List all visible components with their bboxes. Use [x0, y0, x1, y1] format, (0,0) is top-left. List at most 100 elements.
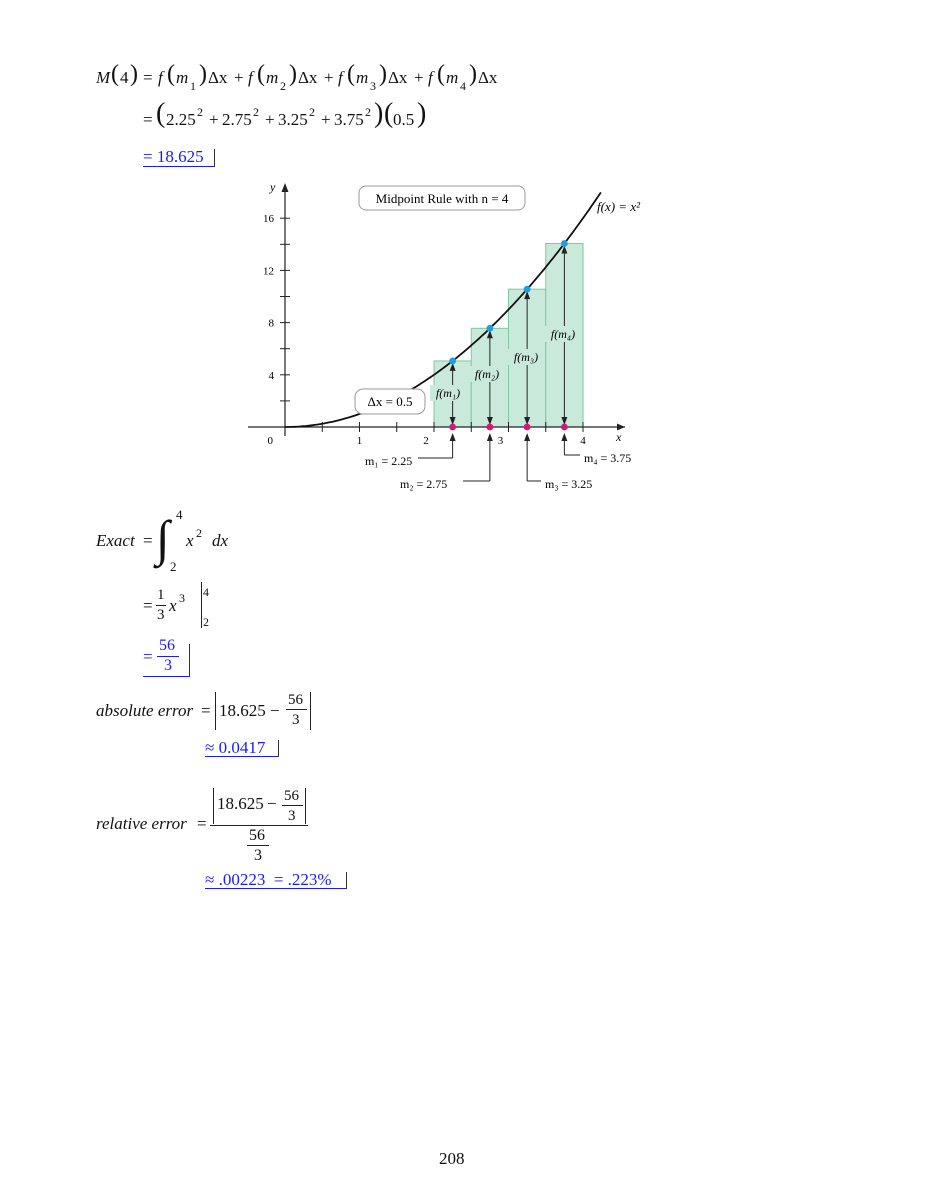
- x-axis-arrow-icon: [617, 423, 625, 431]
- exponent: 2: [309, 105, 315, 119]
- arrow-up-icon: [561, 245, 568, 254]
- midpoint-dot: [486, 423, 494, 431]
- relative-error-label: relative error: [96, 814, 187, 833]
- arrow-down-icon: [561, 417, 568, 425]
- denominator-numerator: 56: [249, 827, 265, 844]
- absolute-error-result: ≈ 0.0417: [205, 738, 266, 757]
- paren-right: ): [130, 61, 138, 87]
- evaluation-bar: [201, 582, 202, 628]
- f-value-label: f(m₄): [551, 327, 575, 341]
- equals-sign: =: [143, 647, 153, 666]
- y-tick-label: 16: [263, 213, 275, 225]
- term-value: 2.75: [222, 110, 252, 129]
- fraction-denominator: 3: [292, 712, 300, 728]
- plus-sign: +: [321, 110, 331, 129]
- exact-integral: Exact = ∫ 4 2 x 2 dx: [96, 505, 296, 575]
- subscript: 1: [190, 79, 196, 93]
- f-symbol: f: [158, 68, 163, 87]
- fraction-numerator: 56: [288, 692, 303, 708]
- x-tick-label: 4: [580, 435, 586, 447]
- exponent: 2: [196, 526, 202, 540]
- fraction-line: [157, 656, 179, 657]
- result-underline: [143, 676, 189, 677]
- plus-sign: +: [324, 68, 334, 87]
- result-bar: [346, 872, 347, 889]
- paren-left: (: [347, 61, 355, 87]
- y-axis-arrow-icon: [281, 183, 289, 192]
- arrow-up-icon: [561, 433, 568, 441]
- integral-sign: ∫: [156, 510, 170, 566]
- paren-left: (: [437, 61, 445, 87]
- arrow-up-icon: [449, 433, 456, 441]
- title-box: [358, 185, 526, 211]
- abs-bar-right: [305, 788, 306, 824]
- plus-sign: +: [234, 68, 244, 87]
- page-number: 208: [439, 1149, 465, 1168]
- m-symbol: m: [356, 68, 369, 87]
- paren-right: ): [417, 98, 427, 129]
- f-label-bg: [469, 366, 505, 382]
- arrow-down-icon: [449, 417, 456, 425]
- midpoint-dot: [449, 423, 457, 431]
- integrand-variable: x: [186, 531, 194, 550]
- m-symbol: m: [176, 68, 189, 87]
- midpoint-label: m₂ = 2.75: [400, 477, 447, 491]
- fraction-numerator: 56: [284, 788, 299, 804]
- m-function-symbol: M: [96, 68, 111, 87]
- arrow-down-icon: [486, 417, 493, 425]
- f-symbol: f: [428, 68, 433, 87]
- delta-x-label: Δx = 0.5: [368, 394, 413, 409]
- m-argument: 4: [120, 68, 129, 87]
- abs-bar-right: [310, 692, 311, 730]
- eval-upper-limit: 4: [203, 585, 209, 599]
- minus-sign: −: [267, 794, 277, 813]
- plus-sign: +: [414, 68, 424, 87]
- y-tick-label: 8: [269, 318, 275, 330]
- fraction-numerator: 56: [159, 637, 175, 654]
- y-axis-label: y: [269, 180, 276, 194]
- result-bar: [189, 644, 190, 677]
- midpoint-label: m₄ = 3.75: [584, 451, 631, 465]
- abs-bar-left: [213, 788, 214, 824]
- exact-result: = 56 3: [143, 636, 193, 678]
- equals-sign: =: [143, 596, 153, 615]
- subscript: 2: [280, 79, 286, 93]
- result-bar: [278, 740, 279, 757]
- paren-left: (: [384, 98, 394, 129]
- upper-limit: 4: [176, 507, 183, 522]
- m-symbol: m: [266, 68, 279, 87]
- fraction-denominator: 3: [164, 657, 172, 674]
- relative-error-line: relative error = 18.625 − 56 3 56 3: [96, 784, 326, 864]
- y-tick-label: 0: [268, 435, 274, 447]
- y-tick-label: 12: [263, 265, 274, 277]
- f-symbol: f: [248, 68, 253, 87]
- function-curve: [285, 191, 602, 428]
- subscript: 3: [370, 79, 376, 93]
- abs-bar-left: [215, 692, 216, 730]
- fraction-denominator: 3: [288, 808, 296, 824]
- main-fraction-line: [210, 825, 308, 826]
- exponent: 3: [179, 591, 185, 605]
- fraction-line: [247, 845, 269, 846]
- exact-label: Exact: [96, 531, 135, 550]
- curve-point: [449, 357, 457, 365]
- paren-left: (: [156, 98, 166, 129]
- paren-right: ): [379, 61, 387, 87]
- result-underline: [143, 166, 215, 167]
- equals-sign: =: [143, 110, 153, 129]
- denominator-denominator: 3: [254, 847, 262, 864]
- midpoint-label: m₁ = 2.25: [365, 454, 412, 468]
- term-value: 3.25: [278, 110, 308, 129]
- lower-limit: 2: [170, 559, 177, 574]
- arrow-up-icon: [449, 362, 456, 371]
- fraction-denominator: 3: [157, 607, 165, 623]
- arrow-up-icon: [524, 433, 531, 441]
- arrow-up-icon: [486, 330, 493, 339]
- fraction-line: [282, 805, 303, 806]
- midpoint-result: = 18.625: [143, 147, 204, 166]
- term-value: 3.75: [334, 110, 364, 129]
- arrow-up-icon: [524, 291, 531, 300]
- paren-right: ): [199, 61, 207, 87]
- paren-right: ): [469, 61, 477, 87]
